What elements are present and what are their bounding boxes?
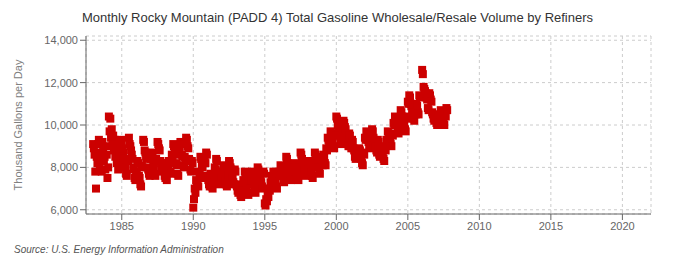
svg-text:1985: 1985 — [110, 220, 134, 232]
svg-text:8,000: 8,000 — [50, 161, 78, 173]
svg-text:14,000: 14,000 — [44, 34, 78, 46]
svg-text:2020: 2020 — [610, 220, 634, 232]
svg-text:1995: 1995 — [253, 220, 277, 232]
svg-text:6,000: 6,000 — [50, 204, 78, 216]
svg-text:12,000: 12,000 — [44, 77, 78, 89]
svg-text:2000: 2000 — [324, 220, 348, 232]
svg-text:1990: 1990 — [181, 220, 205, 232]
svg-text:2015: 2015 — [539, 220, 563, 232]
svg-text:2005: 2005 — [396, 220, 420, 232]
svg-text:Thousand Gallons per Day: Thousand Gallons per Day — [12, 59, 24, 190]
svg-text:10,000: 10,000 — [44, 119, 78, 131]
html-text:Monthly Rocky Mountain (PADD 4: Monthly Rocky Mountain (PADD 4) Total Ga… — [82, 10, 593, 25]
html-text:Source: U.S. Energy Informatio: Source: U.S. Energy Information Administ… — [14, 244, 224, 255]
svg-text:2010: 2010 — [467, 220, 491, 232]
